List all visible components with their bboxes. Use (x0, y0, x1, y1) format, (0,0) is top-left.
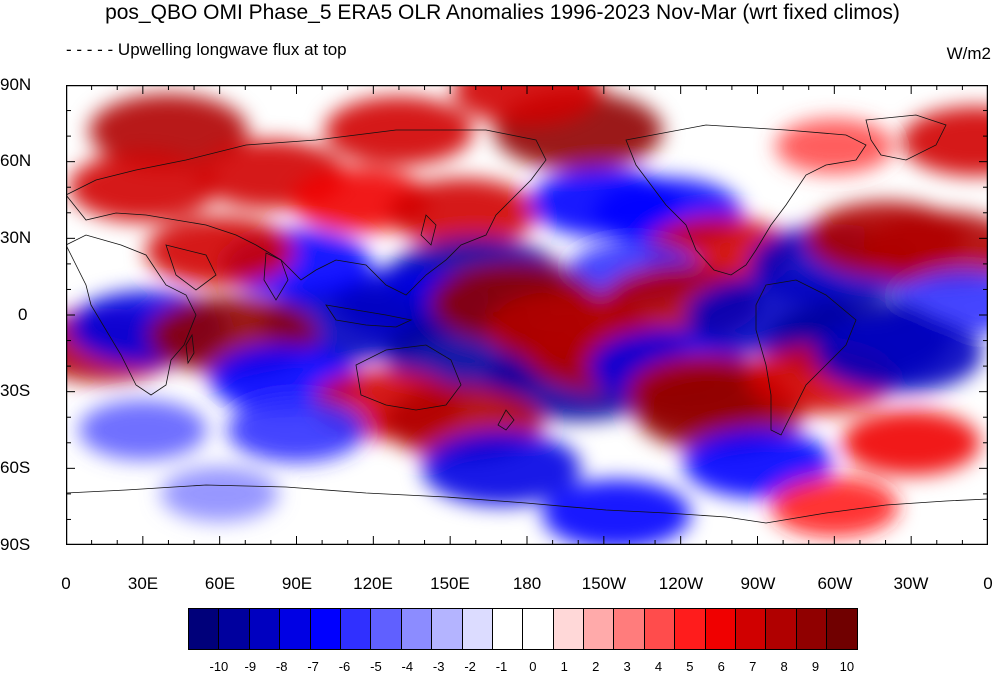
colorbar-label: 2 (592, 659, 600, 674)
colorbar-label: -4 (401, 659, 414, 674)
anomaly-patch (842, 410, 981, 476)
colorbar-swatch (370, 608, 402, 650)
anomaly-patch (813, 313, 983, 393)
lon-label: 60W (817, 574, 853, 593)
colorbar-label: -6 (338, 659, 351, 674)
colorbar-swatch (218, 608, 250, 650)
lon-label: 60E (204, 574, 236, 593)
colorbar-swatch (735, 608, 767, 650)
lat-label: 30N (0, 228, 32, 247)
anomaly-field (66, 85, 988, 545)
colorbar-swatch (765, 608, 797, 650)
anomaly-patch (160, 466, 279, 522)
colorbar-label: 1 (560, 659, 568, 674)
lon-label: 90E (281, 574, 313, 593)
colorbar-label: 7 (749, 659, 757, 674)
colorbar-swatch (461, 608, 493, 650)
anomaly-patch (68, 152, 218, 223)
colorbar-swatch (826, 608, 858, 650)
colorbar-label: 0 (529, 659, 537, 674)
anomaly-patch (388, 177, 538, 248)
colorbar-label: -3 (432, 659, 445, 674)
colorbar-swatch (613, 608, 645, 650)
colorbar-swatch (795, 608, 828, 650)
colorbar-swatch (248, 608, 281, 650)
lon-label: 150E (430, 574, 470, 593)
colorbar-label: -5 (370, 659, 382, 674)
colorbar-swatch (400, 608, 433, 650)
plot-title: pos_QBO OMI Phase_5 ERA5 OLR Anomalies 1… (105, 1, 900, 24)
plot-subtitle: - - - - - Upwelling longwave flux at top (66, 40, 347, 59)
units-label: W/m2 (946, 44, 991, 63)
colorbar-label: -1 (495, 659, 508, 674)
colorbar-label: 8 (780, 659, 788, 674)
colorbar-swatch (674, 608, 706, 650)
lat-label: 60N (0, 151, 32, 170)
colorbar-label: 9 (811, 659, 820, 674)
lat-label: 90S (0, 535, 31, 554)
colorbar-label: 3 (623, 659, 631, 674)
colorbar-swatch (279, 608, 311, 650)
colorbar-label: -2 (464, 659, 476, 674)
lat-label: 60S (0, 458, 31, 477)
anomaly-map (66, 85, 988, 545)
colorbar-label: 5 (686, 659, 694, 674)
colorbar-swatch (339, 608, 372, 650)
lon-label: 0 (61, 574, 71, 593)
lon-label: 30E (127, 574, 159, 593)
anomaly-patch (227, 397, 366, 463)
colorbar (188, 608, 858, 650)
lat-label: 30S (0, 381, 31, 400)
colorbar-swatch (522, 608, 554, 650)
colorbar-swatch (643, 608, 676, 650)
colorbar-swatch (431, 608, 463, 650)
colorbar-label: -8 (275, 659, 288, 674)
lon-label: 0 (983, 574, 993, 593)
lon-label: 30W (893, 574, 929, 593)
colorbar-label: 10 (839, 659, 855, 674)
lon-label: 120E (353, 574, 393, 593)
colorbar-label: -10 (209, 659, 229, 674)
anomaly-patch (78, 400, 207, 460)
colorbar-swatch (552, 608, 585, 650)
colorbar-swatch (704, 608, 737, 650)
colorbar-swatch (309, 608, 341, 650)
lat-label: 90N (0, 75, 32, 94)
lon-label: 90W (740, 574, 776, 593)
lon-label: 180 (512, 574, 542, 593)
anomaly-patch (324, 96, 474, 166)
lon-label: 150W (581, 574, 627, 593)
lat-label: 0 (18, 305, 28, 324)
colorbar-swatch (188, 608, 220, 650)
colorbar-swatch (583, 608, 615, 650)
anomaly-patch (900, 106, 988, 177)
anomaly-patch (770, 476, 899, 537)
colorbar-label: -9 (244, 659, 257, 674)
colorbar-label: -7 (307, 659, 319, 674)
colorbar-label: 6 (717, 659, 725, 674)
lon-label: 120W (658, 574, 704, 593)
colorbar-label: 4 (654, 659, 663, 674)
colorbar-swatch (491, 608, 524, 650)
